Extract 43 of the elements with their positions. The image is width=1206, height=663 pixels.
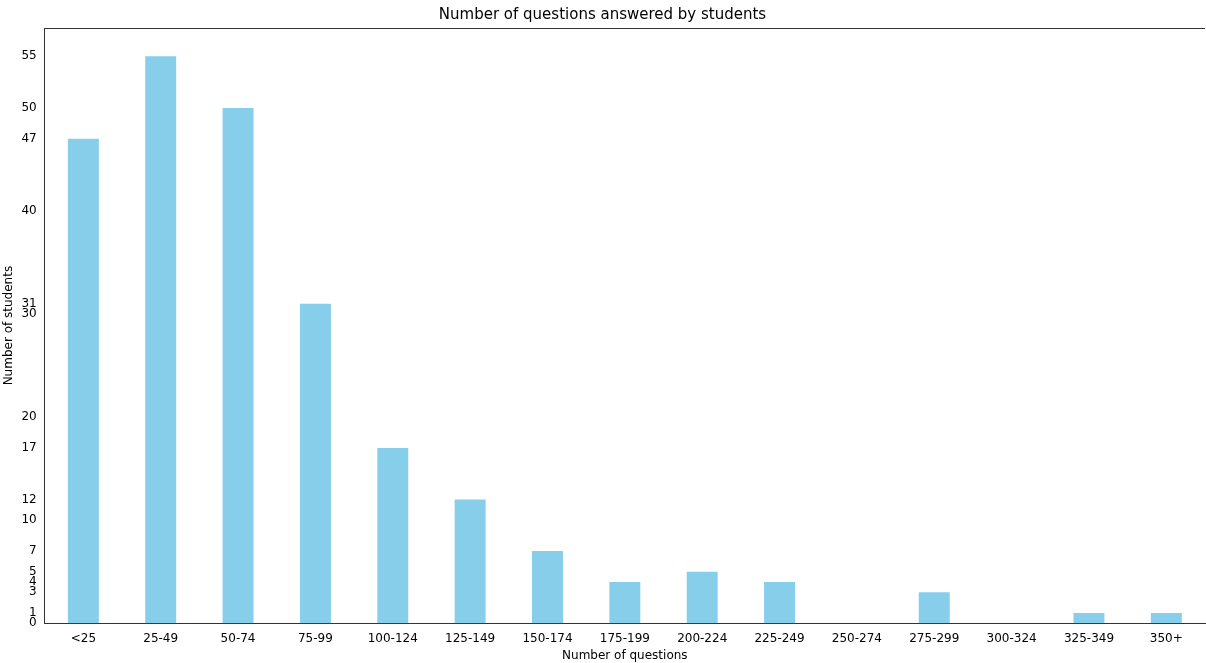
y-tick-label: 40 [21,203,37,218]
x-tick-label: 325-349 [1063,630,1115,645]
x-tick-label: 100-124 [367,630,418,645]
x-tick-label: 350+ [1149,630,1183,645]
x-tick-label: 125-149 [445,630,496,645]
x-tick-label: 50-74 [220,630,256,645]
bar [145,56,177,624]
y-axis-title: Number of students [1,265,16,386]
bar [532,551,563,624]
y-tick-label: 55 [21,48,37,63]
x-tick-label: 175-199 [599,630,650,645]
x-tick-label: 75-99 [297,630,333,645]
bar [454,499,486,624]
x-tick-label: 25-49 [143,630,179,645]
y-tick-label: 0 [29,615,37,630]
bar [918,592,950,624]
y-tick-label: 50 [21,100,37,114]
bar [1073,612,1105,624]
bar [299,303,331,624]
chart-title: Number of questions answered by students [438,4,767,23]
x-tick-label: <25 [70,630,97,645]
bar [1150,612,1182,624]
y-tick-label: 10 [21,512,37,527]
x-tick-label: 275-299 [909,630,960,645]
bar [377,447,409,624]
bar [67,138,99,624]
x-tick-label: 150-174 [522,630,573,645]
y-tick-label: 20 [21,409,37,424]
y-tick-label: 12 [21,491,37,506]
x-tick-label: 225-249 [754,630,805,645]
y-tick-label: 47 [21,130,37,145]
x-tick-label: 200-224 [677,630,728,645]
x-tick-label: 300-324 [986,630,1037,645]
bar [222,107,254,624]
y-tick-label: 3 [29,584,37,599]
x-tick-label: 250-274 [831,630,882,645]
bar [764,581,796,624]
bar [686,571,718,624]
y-tick-label: 17 [21,440,37,455]
y-tick-label: 7 [29,543,37,558]
x-axis-title: Number of questions [562,647,688,662]
bar [609,581,641,624]
y-tick-label: 30 [21,306,37,321]
